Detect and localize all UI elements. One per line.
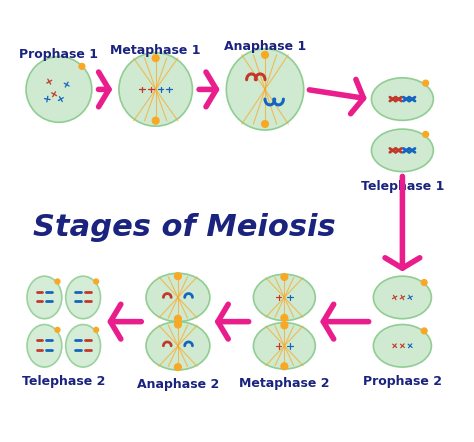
Circle shape <box>281 322 288 329</box>
Ellipse shape <box>374 276 431 319</box>
Text: Prophase 1: Prophase 1 <box>19 48 99 61</box>
Ellipse shape <box>66 276 100 319</box>
Ellipse shape <box>146 322 210 370</box>
Circle shape <box>174 273 182 279</box>
Text: Prophase 2: Prophase 2 <box>363 375 442 388</box>
Ellipse shape <box>372 129 433 171</box>
Text: Telephase 2: Telephase 2 <box>22 375 105 388</box>
Text: Anaphase 2: Anaphase 2 <box>137 378 219 391</box>
Ellipse shape <box>146 273 210 322</box>
Text: Metaphase 1: Metaphase 1 <box>110 44 201 57</box>
Ellipse shape <box>26 57 92 122</box>
Ellipse shape <box>226 49 304 130</box>
Circle shape <box>423 132 428 137</box>
Circle shape <box>421 280 427 286</box>
Circle shape <box>94 279 99 284</box>
Text: Stages of Meiosis: Stages of Meiosis <box>33 213 336 242</box>
Ellipse shape <box>27 324 62 367</box>
Text: Anaphase 1: Anaphase 1 <box>224 40 306 53</box>
Circle shape <box>262 121 268 127</box>
Circle shape <box>152 55 159 61</box>
Circle shape <box>421 328 427 334</box>
Circle shape <box>55 279 60 284</box>
Circle shape <box>281 315 288 321</box>
Circle shape <box>79 64 85 69</box>
Circle shape <box>262 51 268 58</box>
Circle shape <box>174 321 182 328</box>
Ellipse shape <box>372 78 433 120</box>
Circle shape <box>423 80 428 86</box>
Circle shape <box>174 315 182 322</box>
Circle shape <box>281 363 288 370</box>
Ellipse shape <box>66 324 100 367</box>
Circle shape <box>152 117 159 124</box>
Text: Metaphase 2: Metaphase 2 <box>239 377 329 390</box>
Text: Telephase 1: Telephase 1 <box>361 180 444 193</box>
Ellipse shape <box>27 276 62 319</box>
Ellipse shape <box>254 323 315 369</box>
Circle shape <box>174 364 182 370</box>
Circle shape <box>55 328 60 332</box>
Ellipse shape <box>374 324 431 367</box>
Circle shape <box>94 328 99 332</box>
Circle shape <box>281 274 288 280</box>
Ellipse shape <box>119 53 192 126</box>
Ellipse shape <box>254 274 315 320</box>
